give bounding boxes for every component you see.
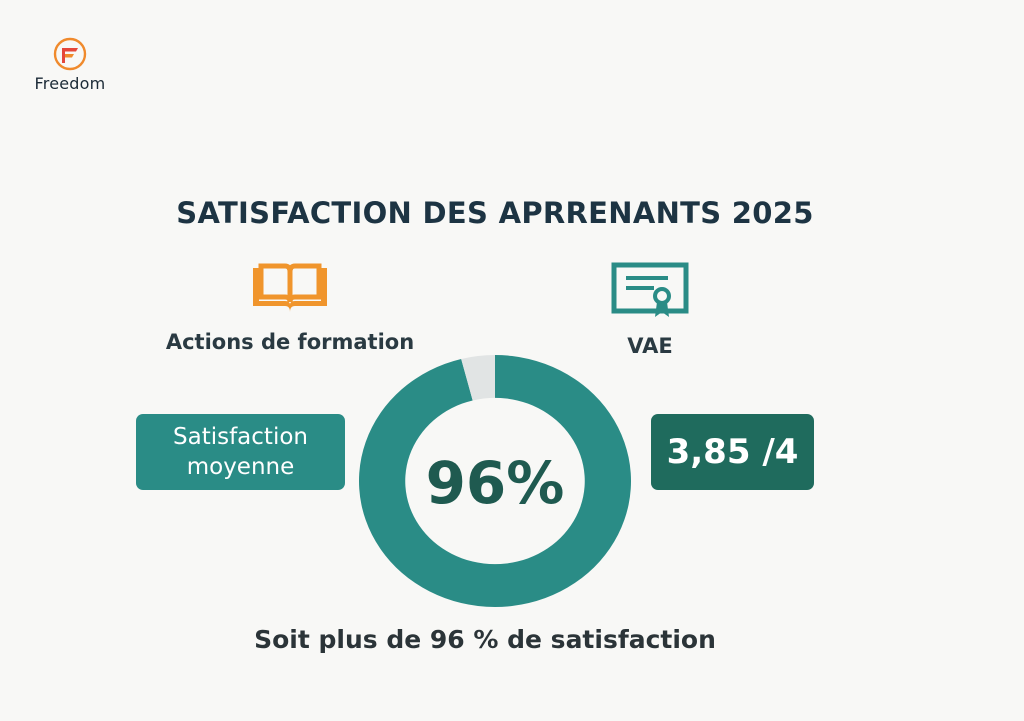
footer-summary: Soit plus de 96 % de satisfaction — [254, 625, 716, 654]
score-badge: 3,85 /4 — [651, 414, 814, 490]
category-vae: VAE — [580, 262, 720, 358]
page-title: SATISFACTION DES APRRENANTS 2025 — [176, 196, 814, 230]
brand-name: Freedom — [34, 74, 106, 93]
donut-chart: 96% — [357, 353, 633, 609]
certificate-icon — [611, 262, 689, 317]
brand-logo[interactable]: Freedom — [30, 36, 110, 93]
open-book-icon — [253, 263, 327, 312]
category-formation: Actions de formation — [150, 262, 430, 354]
donut-slice-1 — [461, 355, 495, 401]
category-label-vae: VAE — [627, 334, 673, 358]
freedom-logo-icon — [53, 37, 87, 71]
satisfaction-moyenne-badge: Satisfaction moyenne — [136, 414, 345, 490]
category-label-formation: Actions de formation — [165, 330, 415, 354]
donut-slice-0 — [358, 355, 631, 607]
donut-center-label: 96% — [425, 449, 565, 517]
donut-chart-svg — [358, 355, 631, 607]
